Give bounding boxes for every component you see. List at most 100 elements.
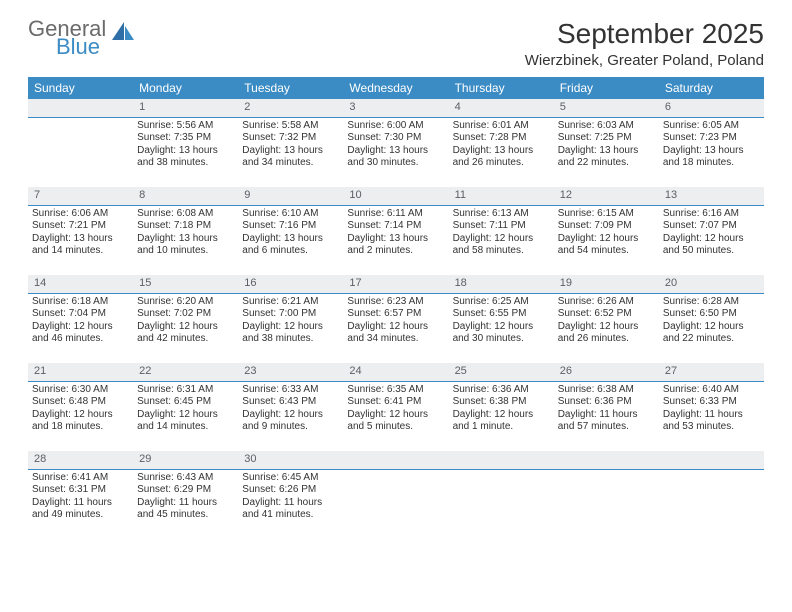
day-cell: 14Sunrise: 6:18 AMSunset: 7:04 PMDayligh… — [28, 275, 133, 363]
day-header: Saturday — [659, 77, 764, 99]
daylight-text: Daylight: 12 hours — [242, 409, 339, 422]
daylight-text: Daylight: 11 hours — [137, 497, 234, 510]
day-cell: 21Sunrise: 6:30 AMSunset: 6:48 PMDayligh… — [28, 363, 133, 451]
daylight-text: and 34 minutes. — [242, 157, 339, 170]
daylight-text: and 2 minutes. — [347, 245, 444, 258]
sunset-text: Sunset: 7:35 PM — [137, 132, 234, 145]
day-header: Sunday — [28, 77, 133, 99]
sunset-text: Sunset: 7:16 PM — [242, 220, 339, 233]
daylight-text: Daylight: 12 hours — [242, 321, 339, 334]
day-details: Sunrise: 6:28 AMSunset: 6:50 PMDaylight:… — [659, 296, 764, 350]
sunset-text: Sunset: 7:25 PM — [558, 132, 655, 145]
day-number: 20 — [659, 275, 764, 294]
daylight-text: and 5 minutes. — [347, 421, 444, 434]
day-number: 9 — [238, 187, 343, 206]
day-number: 18 — [449, 275, 554, 294]
sunrise-text: Sunrise: 6:18 AM — [32, 296, 129, 309]
day-header: Monday — [133, 77, 238, 99]
daylight-text: Daylight: 13 hours — [32, 233, 129, 246]
day-number: 21 — [28, 363, 133, 382]
day-header: Thursday — [449, 77, 554, 99]
daylight-text: and 49 minutes. — [32, 509, 129, 522]
daylight-text: Daylight: 12 hours — [453, 409, 550, 422]
day-header: Wednesday — [343, 77, 448, 99]
sunrise-text: Sunrise: 6:28 AM — [663, 296, 760, 309]
day-cell: 22Sunrise: 6:31 AMSunset: 6:45 PMDayligh… — [133, 363, 238, 451]
daylight-text: and 54 minutes. — [558, 245, 655, 258]
day-number: 1 — [133, 99, 238, 118]
daylight-text: Daylight: 13 hours — [137, 145, 234, 158]
daylight-text: and 30 minutes. — [453, 333, 550, 346]
day-number: 3 — [343, 99, 448, 118]
sunset-text: Sunset: 7:00 PM — [242, 308, 339, 321]
sunrise-text: Sunrise: 6:01 AM — [453, 120, 550, 133]
day-cell: 10Sunrise: 6:11 AMSunset: 7:14 PMDayligh… — [343, 187, 448, 275]
day-number — [343, 451, 448, 470]
day-details: Sunrise: 5:56 AMSunset: 7:35 PMDaylight:… — [133, 120, 238, 174]
daylight-text: Daylight: 11 hours — [558, 409, 655, 422]
day-cell: 28Sunrise: 6:41 AMSunset: 6:31 PMDayligh… — [28, 451, 133, 539]
sunrise-text: Sunrise: 6:20 AM — [137, 296, 234, 309]
day-number: 15 — [133, 275, 238, 294]
sunrise-text: Sunrise: 6:33 AM — [242, 384, 339, 397]
sunset-text: Sunset: 6:41 PM — [347, 396, 444, 409]
daylight-text: and 10 minutes. — [137, 245, 234, 258]
day-cell: 2Sunrise: 5:58 AMSunset: 7:32 PMDaylight… — [238, 99, 343, 187]
sunset-text: Sunset: 7:21 PM — [32, 220, 129, 233]
daylight-text: and 26 minutes. — [453, 157, 550, 170]
daylight-text: Daylight: 12 hours — [453, 233, 550, 246]
sunset-text: Sunset: 6:52 PM — [558, 308, 655, 321]
daylight-text: Daylight: 11 hours — [663, 409, 760, 422]
day-details: Sunrise: 6:13 AMSunset: 7:11 PMDaylight:… — [449, 208, 554, 262]
daylight-text: Daylight: 12 hours — [453, 321, 550, 334]
sunset-text: Sunset: 7:30 PM — [347, 132, 444, 145]
sunset-text: Sunset: 6:55 PM — [453, 308, 550, 321]
sunset-text: Sunset: 6:45 PM — [137, 396, 234, 409]
day-cell: 1 Sunrise: 5:56 AMSunset: 7:35 PMDaylight… — [133, 99, 238, 187]
title-block: September 2025 Wierzbinek, Greater Polan… — [525, 18, 764, 69]
sunrise-text: Sunrise: 6:11 AM — [347, 208, 444, 221]
daylight-text: Daylight: 12 hours — [347, 409, 444, 422]
day-cell: 12Sunrise: 6:15 AMSunset: 7:09 PMDayligh… — [554, 187, 659, 275]
sunset-text: Sunset: 7:07 PM — [663, 220, 760, 233]
day-details: Sunrise: 6:06 AMSunset: 7:21 PMDaylight:… — [28, 208, 133, 262]
sunrise-text: Sunrise: 5:56 AM — [137, 120, 234, 133]
day-details: Sunrise: 6:33 AMSunset: 6:43 PMDaylight:… — [238, 384, 343, 438]
sunrise-text: Sunrise: 6:21 AM — [242, 296, 339, 309]
sunrise-text: Sunrise: 6:00 AM — [347, 120, 444, 133]
week-row: 1 Sunrise: 5:56 AMSunset: 7:35 PMDaylight… — [28, 99, 764, 187]
day-details: Sunrise: 6:03 AMSunset: 7:25 PMDaylight:… — [554, 120, 659, 174]
daylight-text: Daylight: 12 hours — [663, 321, 760, 334]
day-cell: 3 Sunrise: 6:00 AMSunset: 7:30 PMDaylight… — [343, 99, 448, 187]
daylight-text: Daylight: 11 hours — [242, 497, 339, 510]
daylight-text: and 38 minutes. — [137, 157, 234, 170]
day-cell: 17Sunrise: 6:23 AMSunset: 6:57 PMDayligh… — [343, 275, 448, 363]
sunrise-text: Sunrise: 6:43 AM — [137, 472, 234, 485]
sunset-text: Sunset: 6:31 PM — [32, 484, 129, 497]
day-details: Sunrise: 6:40 AMSunset: 6:33 PMDaylight:… — [659, 384, 764, 438]
sunrise-text: Sunrise: 6:08 AM — [137, 208, 234, 221]
sunset-text: Sunset: 6:43 PM — [242, 396, 339, 409]
daylight-text: and 18 minutes. — [663, 157, 760, 170]
sunset-text: Sunset: 6:33 PM — [663, 396, 760, 409]
day-number: 2 — [238, 99, 343, 118]
sunset-text: Sunset: 7:04 PM — [32, 308, 129, 321]
day-details: Sunrise: 6:15 AMSunset: 7:09 PMDaylight:… — [554, 208, 659, 262]
day-number: 30 — [238, 451, 343, 470]
daylight-text: Daylight: 12 hours — [558, 233, 655, 246]
day-cell: 9Sunrise: 6:10 AMSunset: 7:16 PMDaylight… — [238, 187, 343, 275]
day-number: 11 — [449, 187, 554, 206]
day-cell — [28, 99, 133, 187]
daylight-text: and 53 minutes. — [663, 421, 760, 434]
sunset-text: Sunset: 6:29 PM — [137, 484, 234, 497]
day-cell: 8Sunrise: 6:08 AMSunset: 7:18 PMDaylight… — [133, 187, 238, 275]
daylight-text: Daylight: 12 hours — [663, 233, 760, 246]
logo-sail-icon — [110, 20, 136, 44]
sunset-text: Sunset: 7:23 PM — [663, 132, 760, 145]
day-details: Sunrise: 6:00 AMSunset: 7:30 PMDaylight:… — [343, 120, 448, 174]
sunset-text: Sunset: 7:14 PM — [347, 220, 444, 233]
daylight-text: Daylight: 12 hours — [347, 321, 444, 334]
week-row: 28Sunrise: 6:41 AMSunset: 6:31 PMDayligh… — [28, 451, 764, 539]
day-details: Sunrise: 6:08 AMSunset: 7:18 PMDaylight:… — [133, 208, 238, 262]
day-number — [659, 451, 764, 470]
